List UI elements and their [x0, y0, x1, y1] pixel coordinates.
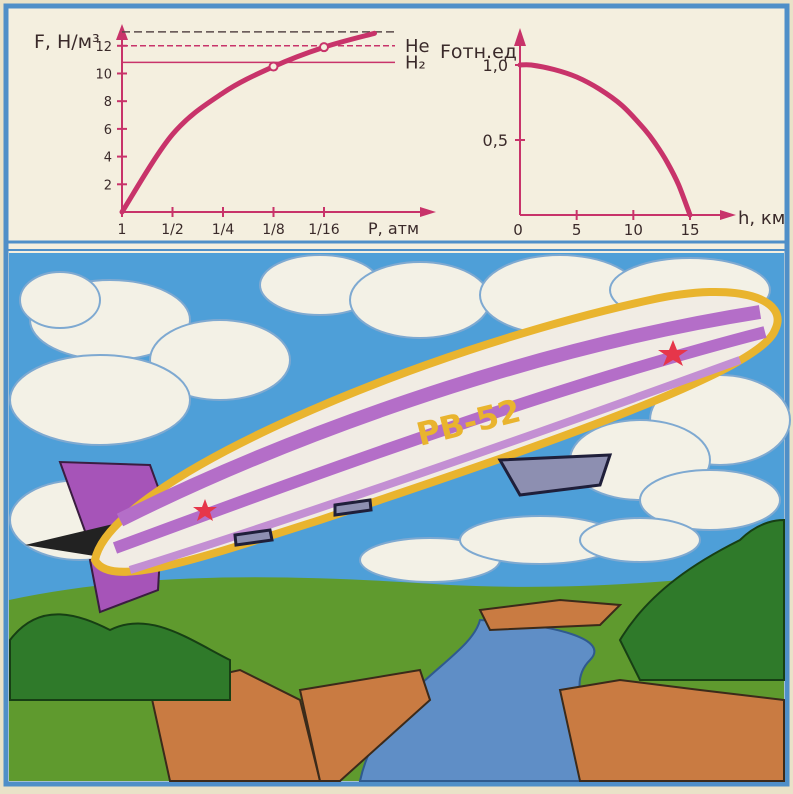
- chart1-y-tick-label: 2: [104, 178, 112, 193]
- trees: [9, 518, 785, 701]
- chart2-x-tick-label: 15: [680, 221, 699, 239]
- hull-stripe-1: [116, 305, 762, 527]
- chart2-x-arrow: [720, 210, 736, 220]
- chart1-x-label: P, атм: [368, 219, 419, 238]
- chart1-reference-label: H₂: [405, 52, 426, 73]
- gondola-mid: [333, 498, 373, 517]
- chart1-y-tick-label: 4: [104, 151, 112, 166]
- star-icon: [658, 340, 688, 366]
- chart1-x-tick-label: 1/8: [262, 222, 285, 238]
- chart1-y-tick-label: 10: [95, 67, 112, 82]
- chart2-x-ticks: 0 5 10 15: [513, 210, 700, 239]
- chart2-x-tick-label: 10: [624, 221, 643, 239]
- chart1-x-tick-label: 1/16: [308, 222, 340, 238]
- chart2-x-label: h, км: [738, 208, 785, 229]
- chart1-y-label: F, Н/м³: [34, 31, 100, 53]
- chart1-y-tick-label: 8: [104, 95, 112, 110]
- hull-stripe-3: [128, 356, 742, 574]
- chart-relative-lift-vs-altitude: 0,5 1,0 0 5 10 15 Fотн.ед h, км: [440, 28, 785, 239]
- gondola-rear: [233, 528, 274, 547]
- chart1-point: [319, 42, 329, 53]
- airship: PB-52: [25, 287, 782, 614]
- chart2-y-arrow: [514, 28, 526, 46]
- chart2-y-tick-label: 0,5: [483, 131, 508, 150]
- gondola-main: [497, 453, 613, 497]
- chart2-x-tick-label: 0: [513, 221, 523, 239]
- chart1-x-arrow: [420, 207, 436, 217]
- chart2-x-tick-label: 5: [572, 221, 582, 239]
- chart1-x-tick-label: 1/4: [212, 222, 235, 238]
- chart1-x-tick-label: 1: [118, 222, 127, 238]
- chart1-y-ticks: 2 4 6 8 10 12: [95, 40, 127, 193]
- airship-illustration: PB-52: [9, 253, 791, 782]
- chart1-point: [268, 61, 279, 72]
- chart2-y-label: Fотн.ед: [440, 41, 517, 63]
- chart1-points: [268, 42, 329, 72]
- chart1-reference-label: He: [405, 36, 430, 57]
- chart1-y-tick-label: 12: [95, 40, 112, 55]
- chart2-y-tick-label: 1,0: [483, 56, 508, 75]
- star-icon: [193, 499, 217, 521]
- chart1-x-ticks: 1 1/2 1/4 1/8 1/16: [118, 207, 340, 238]
- chart2-y-ticks: 0,5 1,0: [483, 56, 525, 150]
- chart1-x-tick-label: 1/2: [161, 222, 184, 238]
- chart2-series-line: [517, 62, 693, 218]
- chart1-y-tick-label: 6: [104, 123, 112, 138]
